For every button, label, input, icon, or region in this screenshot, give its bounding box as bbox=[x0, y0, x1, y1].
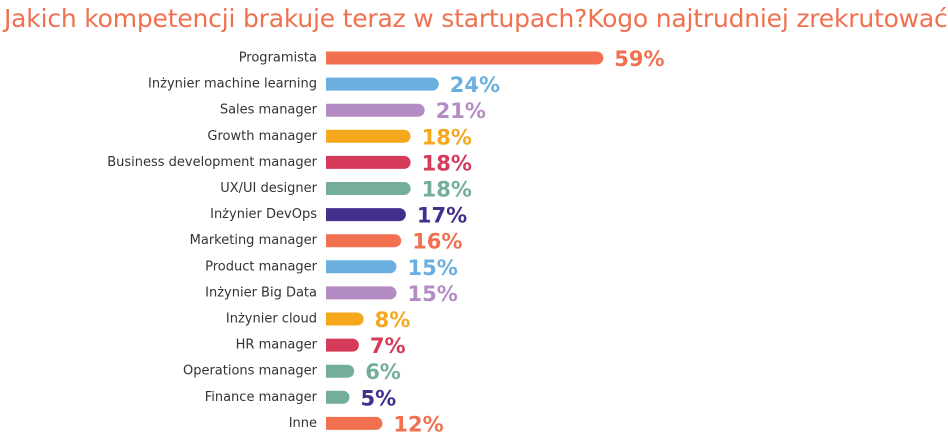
value-label: 16% bbox=[412, 230, 462, 254]
bar bbox=[326, 260, 397, 274]
value-labels: 59%24%21%18%18%18%17%16%15%15%8%7%6%5%12… bbox=[361, 47, 665, 436]
value-label: 24% bbox=[450, 73, 500, 97]
category-label: Inne bbox=[289, 416, 317, 431]
value-label: 5% bbox=[361, 386, 397, 410]
bar bbox=[326, 234, 402, 248]
category-label: Business development manager bbox=[107, 155, 317, 170]
value-label: 17% bbox=[417, 204, 467, 228]
bar bbox=[326, 208, 406, 222]
category-label: Programista bbox=[239, 51, 317, 66]
bar bbox=[326, 312, 364, 326]
category-label: Marketing manager bbox=[190, 233, 318, 248]
category-label: HR manager bbox=[236, 338, 318, 353]
bar bbox=[326, 416, 383, 430]
value-label: 8% bbox=[375, 308, 411, 332]
category-label: Growth manager bbox=[207, 129, 317, 144]
bar bbox=[326, 286, 397, 300]
category-label: Inżynier machine learning bbox=[148, 77, 317, 92]
category-label: Inżynier DevOps bbox=[210, 207, 317, 222]
bar bbox=[326, 338, 359, 352]
category-label: Operations manager bbox=[183, 364, 318, 379]
bar bbox=[326, 77, 439, 91]
category-label: Inżynier Big Data bbox=[205, 285, 317, 300]
bar bbox=[326, 155, 411, 169]
bar bbox=[326, 129, 411, 143]
value-label: 18% bbox=[422, 151, 472, 175]
bar bbox=[326, 182, 411, 195]
value-label: 15% bbox=[408, 256, 458, 280]
value-label: 18% bbox=[422, 178, 472, 202]
category-label: Finance manager bbox=[205, 390, 318, 405]
category-label: UX/UI designer bbox=[220, 181, 317, 196]
value-label: 18% bbox=[422, 125, 472, 149]
category-label: Product manager bbox=[205, 259, 318, 274]
category-label: Inżynier cloud bbox=[226, 312, 317, 327]
bars-layer bbox=[326, 51, 604, 430]
bar bbox=[326, 51, 604, 65]
category-label: Sales manager bbox=[220, 103, 318, 118]
value-label: 7% bbox=[370, 334, 406, 358]
category-labels: Programista Inżynier machine learning Sale… bbox=[107, 51, 317, 431]
value-label: 21% bbox=[436, 99, 486, 123]
chart-title: Jakich kompetencji brakuje teraz w start… bbox=[4, 4, 948, 33]
value-label: 6% bbox=[365, 360, 401, 384]
value-label: 15% bbox=[408, 282, 458, 306]
bar bbox=[326, 390, 350, 404]
value-label: 59% bbox=[614, 47, 664, 71]
bar bbox=[326, 103, 425, 117]
bar bbox=[326, 364, 355, 378]
value-label: 12% bbox=[393, 412, 443, 436]
